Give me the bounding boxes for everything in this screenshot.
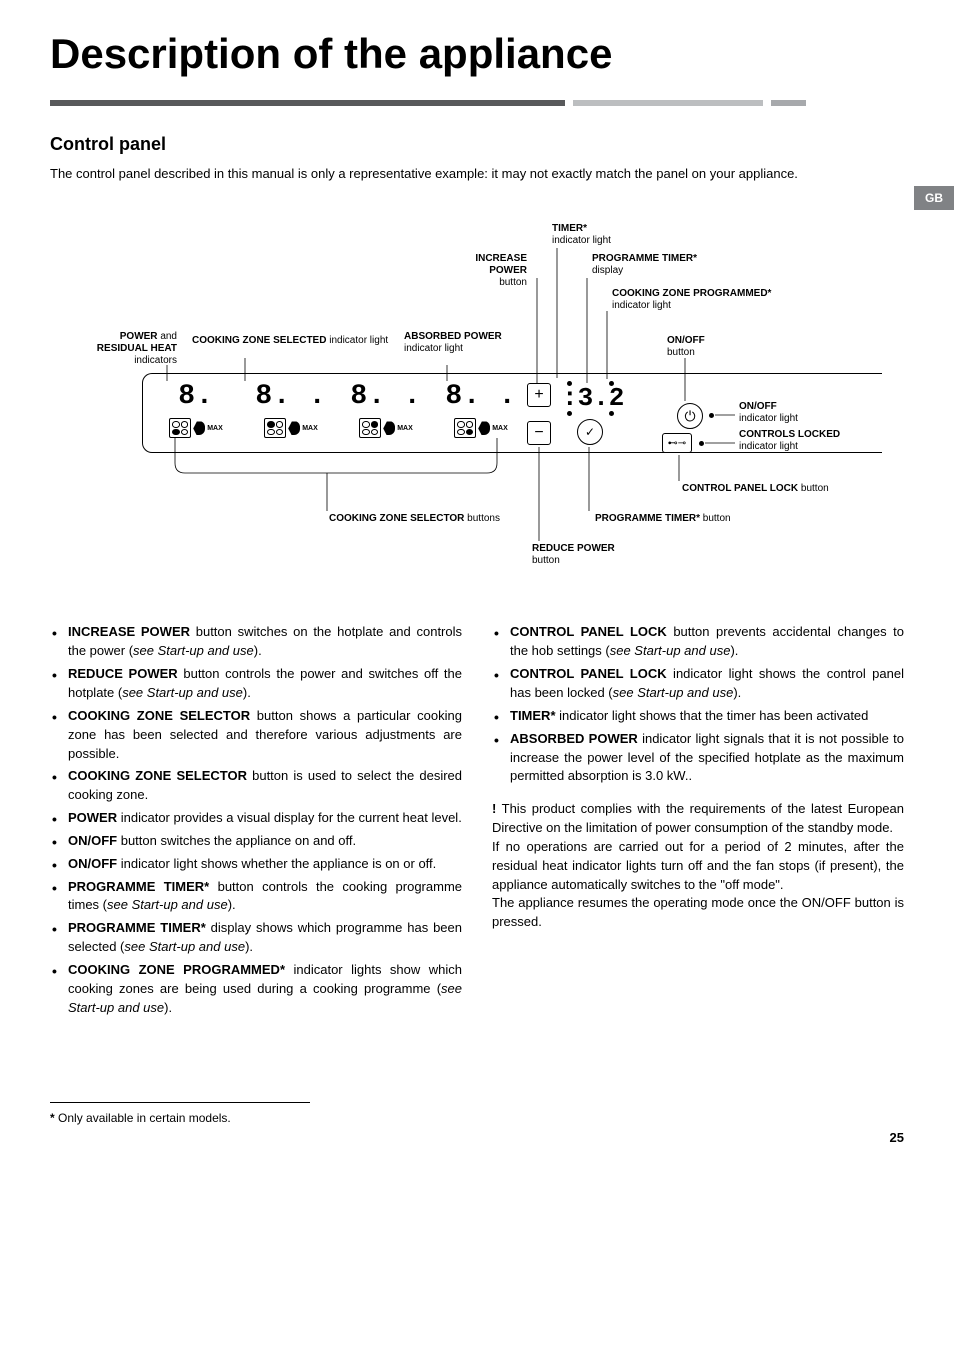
bullet-item: CONTROL PANEL LOCK button prevents accid…	[492, 623, 904, 661]
control-panel-diagram: 8. MAX 8. . MAX 8. . MAX 8. . MAX + − :3…	[67, 223, 887, 583]
cooking-zone-2: 8. . MAX	[247, 381, 335, 438]
bullet-item: PROGRAMME TIMER* display shows which pro…	[50, 919, 462, 957]
footnote: * Only available in certain models.	[50, 1102, 310, 1125]
bullet-item: PROGRAMME TIMER* button controls the coo…	[50, 878, 462, 916]
bullet-item: COOKING ZONE PROGRAMMED* indicator light…	[50, 961, 462, 1018]
bullet-item: ABSORBED POWER indicator light signals t…	[492, 730, 904, 787]
cooking-zone-3: 8. . MAX	[342, 381, 430, 438]
page-number: 25	[890, 1130, 904, 1145]
page-title: Description of the appliance	[50, 30, 904, 78]
reduce-power-icon: −	[527, 421, 551, 445]
compliance-p2: If no operations are carried out for a p…	[492, 838, 904, 895]
bullet-item: ON/OFF button switches the appliance on …	[50, 832, 462, 851]
compliance-p1: ! This product complies with the require…	[492, 800, 904, 838]
intro-text: The control panel described in this manu…	[50, 165, 904, 183]
language-tag: GB	[914, 186, 954, 210]
bullet-item: INCREASE POWER button switches on the ho…	[50, 623, 462, 661]
divider-bar	[50, 100, 904, 106]
bullet-item: REDUCE POWER button controls the power a…	[50, 665, 462, 703]
bullet-item: COOKING ZONE SELECTOR button shows a par…	[50, 707, 462, 764]
lock-button-icon: ⊷⊸	[662, 433, 692, 453]
compliance-p3: The appliance resumes the operating mode…	[492, 894, 904, 932]
bullet-item: COOKING ZONE SELECTOR button is used to …	[50, 767, 462, 805]
bullet-item: POWER indicator provides a visual displa…	[50, 809, 462, 828]
cooking-zone-1: 8. MAX	[152, 381, 240, 438]
bullets-left-column: INCREASE POWER button switches on the ho…	[50, 623, 462, 1021]
increase-power-icon: +	[527, 383, 551, 407]
section-heading: Control panel	[50, 134, 904, 155]
bullet-item: CONTROL PANEL LOCK indicator light shows…	[492, 665, 904, 703]
bullets-right-column: CONTROL PANEL LOCK button prevents accid…	[492, 623, 904, 1021]
bullet-item: TIMER* indicator light shows that the ti…	[492, 707, 904, 726]
bullet-item: ON/OFF indicator light shows whether the…	[50, 855, 462, 874]
cooking-zone-4: 8. . MAX	[437, 381, 525, 438]
timer-display: :3.2	[562, 383, 624, 413]
